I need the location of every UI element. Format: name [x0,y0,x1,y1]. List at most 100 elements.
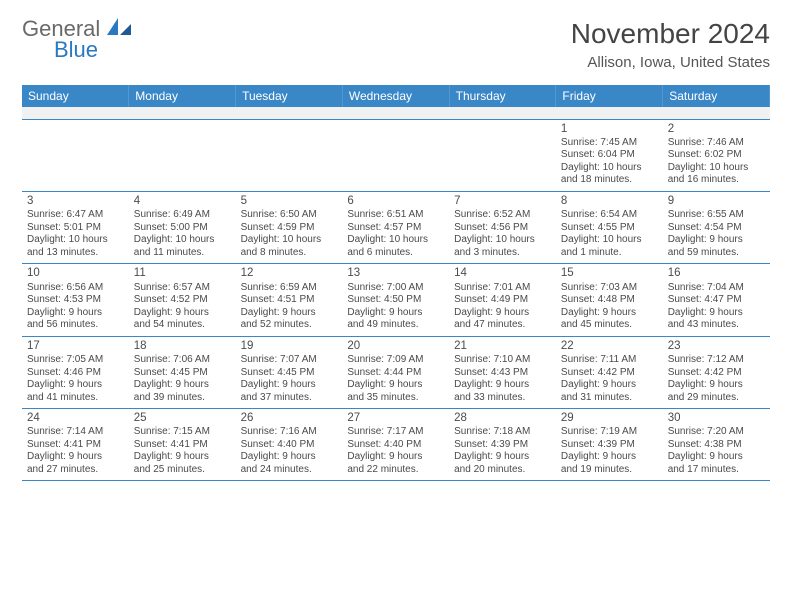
day-sunrise-line: Sunrise: 7:05 AM [27,354,124,367]
day-sunrise-line: Sunrise: 7:04 AM [668,282,765,295]
day-sunrise-line: Sunrise: 6:49 AM [134,209,231,222]
calendar-day-cell [236,119,343,191]
day-sunset-line: Sunset: 4:44 PM [347,367,444,380]
location-line: Allison, Iowa, United States [571,54,770,71]
day-sunrise-line: Sunrise: 7:11 AM [561,354,658,367]
day-number: 21 [454,339,551,353]
day-sunset-line: Sunset: 4:39 PM [454,439,551,452]
day-daylight1-line: Daylight: 9 hours [347,451,444,464]
day-number: 13 [347,266,444,280]
weekday-heading: Sunday [22,85,129,107]
day-number: 9 [668,194,765,208]
day-sunset-line: Sunset: 4:42 PM [561,367,658,380]
weekday-heading: Thursday [449,85,556,107]
calendar-week-row: 10Sunrise: 6:56 AMSunset: 4:53 PMDayligh… [22,264,770,336]
day-number: 4 [134,194,231,208]
day-sunset-line: Sunset: 4:57 PM [347,222,444,235]
day-daylight1-line: Daylight: 10 hours [561,234,658,247]
day-number: 5 [241,194,338,208]
day-daylight1-line: Daylight: 9 hours [27,379,124,392]
day-sunrise-line: Sunrise: 6:52 AM [454,209,551,222]
day-sunset-line: Sunset: 4:45 PM [134,367,231,380]
weekday-heading: Monday [129,85,236,107]
calendar-day-cell: 1Sunrise: 7:45 AMSunset: 6:04 PMDaylight… [556,119,663,191]
day-daylight2-line: and 59 minutes. [668,247,765,260]
day-daylight1-line: Daylight: 10 hours [134,234,231,247]
day-sunrise-line: Sunrise: 7:15 AM [134,426,231,439]
day-daylight1-line: Daylight: 10 hours [241,234,338,247]
calendar-body: 1Sunrise: 7:45 AMSunset: 6:04 PMDaylight… [22,107,770,481]
day-sunset-line: Sunset: 4:42 PM [668,367,765,380]
day-sunset-line: Sunset: 4:49 PM [454,294,551,307]
day-daylight1-line: Daylight: 9 hours [347,307,444,320]
day-sunset-line: Sunset: 5:01 PM [27,222,124,235]
day-daylight1-line: Daylight: 10 hours [561,162,658,175]
day-daylight2-line: and 39 minutes. [134,392,231,405]
day-number: 8 [561,194,658,208]
day-number: 24 [27,411,124,425]
day-daylight1-line: Daylight: 10 hours [27,234,124,247]
calendar-day-cell: 28Sunrise: 7:18 AMSunset: 4:39 PMDayligh… [449,409,556,481]
day-daylight1-line: Daylight: 9 hours [454,307,551,320]
sail-icon [107,18,133,41]
day-daylight2-line: and 24 minutes. [241,464,338,477]
day-daylight2-line: and 41 minutes. [27,392,124,405]
calendar-day-cell: 19Sunrise: 7:07 AMSunset: 4:45 PMDayligh… [236,336,343,408]
day-daylight2-line: and 19 minutes. [561,464,658,477]
day-sunset-line: Sunset: 4:39 PM [561,439,658,452]
day-sunrise-line: Sunrise: 7:03 AM [561,282,658,295]
day-daylight1-line: Daylight: 9 hours [561,307,658,320]
calendar-day-cell: 6Sunrise: 6:51 AMSunset: 4:57 PMDaylight… [342,191,449,263]
day-number: 27 [347,411,444,425]
day-sunset-line: Sunset: 4:52 PM [134,294,231,307]
day-daylight1-line: Daylight: 9 hours [668,379,765,392]
calendar-day-cell: 4Sunrise: 6:49 AMSunset: 5:00 PMDaylight… [129,191,236,263]
day-sunset-line: Sunset: 4:41 PM [134,439,231,452]
day-sunset-line: Sunset: 4:56 PM [454,222,551,235]
day-sunrise-line: Sunrise: 7:00 AM [347,282,444,295]
calendar-day-cell: 5Sunrise: 6:50 AMSunset: 4:59 PMDaylight… [236,191,343,263]
calendar-day-cell: 25Sunrise: 7:15 AMSunset: 4:41 PMDayligh… [129,409,236,481]
day-sunrise-line: Sunrise: 7:45 AM [561,137,658,150]
day-sunset-line: Sunset: 4:48 PM [561,294,658,307]
day-daylight2-line: and 1 minute. [561,247,658,260]
calendar-day-cell: 2Sunrise: 7:46 AMSunset: 6:02 PMDaylight… [663,119,770,191]
day-daylight1-line: Daylight: 9 hours [241,451,338,464]
day-sunset-line: Sunset: 4:53 PM [27,294,124,307]
day-sunset-line: Sunset: 4:50 PM [347,294,444,307]
day-number: 29 [561,411,658,425]
day-sunset-line: Sunset: 4:45 PM [241,367,338,380]
day-sunset-line: Sunset: 4:40 PM [241,439,338,452]
day-sunrise-line: Sunrise: 7:06 AM [134,354,231,367]
title-block: November 2024 Allison, Iowa, United Stat… [571,18,770,71]
calendar-day-cell: 20Sunrise: 7:09 AMSunset: 4:44 PMDayligh… [342,336,449,408]
day-sunrise-line: Sunrise: 7:20 AM [668,426,765,439]
day-daylight2-line: and 49 minutes. [347,319,444,332]
day-sunset-line: Sunset: 6:02 PM [668,149,765,162]
weekday-heading: Wednesday [342,85,449,107]
calendar-table: Sunday Monday Tuesday Wednesday Thursday… [22,85,770,481]
day-daylight2-line: and 22 minutes. [347,464,444,477]
calendar-day-cell [22,119,129,191]
day-daylight1-line: Daylight: 9 hours [27,451,124,464]
day-number: 7 [454,194,551,208]
day-daylight1-line: Daylight: 10 hours [454,234,551,247]
weekday-heading: Friday [556,85,663,107]
day-sunrise-line: Sunrise: 7:17 AM [347,426,444,439]
day-sunset-line: Sunset: 4:38 PM [668,439,765,452]
day-sunset-line: Sunset: 4:55 PM [561,222,658,235]
day-daylight1-line: Daylight: 9 hours [347,379,444,392]
day-sunrise-line: Sunrise: 7:10 AM [454,354,551,367]
calendar-day-cell [342,119,449,191]
calendar-day-cell: 8Sunrise: 6:54 AMSunset: 4:55 PMDaylight… [556,191,663,263]
calendar-weekday-header: Sunday Monday Tuesday Wednesday Thursday… [22,85,770,107]
day-daylight2-line: and 35 minutes. [347,392,444,405]
day-daylight1-line: Daylight: 9 hours [134,379,231,392]
day-sunset-line: Sunset: 4:54 PM [668,222,765,235]
calendar-day-cell: 14Sunrise: 7:01 AMSunset: 4:49 PMDayligh… [449,264,556,336]
day-sunrise-line: Sunrise: 7:12 AM [668,354,765,367]
day-number: 1 [561,122,658,136]
day-daylight1-line: Daylight: 9 hours [454,451,551,464]
calendar-day-cell: 15Sunrise: 7:03 AMSunset: 4:48 PMDayligh… [556,264,663,336]
brand-logo: General Blue [22,18,133,61]
